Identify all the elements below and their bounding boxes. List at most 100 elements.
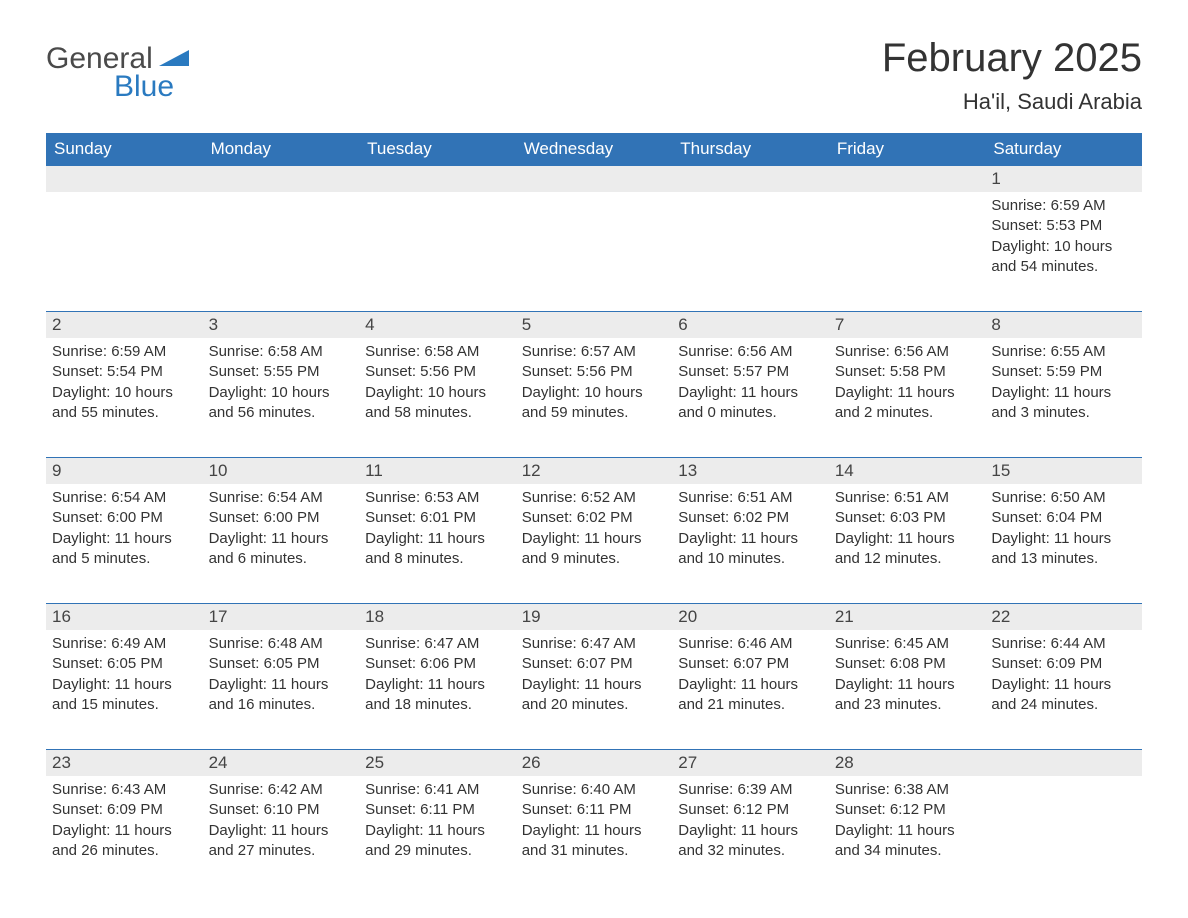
calendar-week-row: 23Sunrise: 6:43 AMSunset: 6:09 PMDayligh…: [46, 749, 1142, 877]
calendar-day-cell: 16Sunrise: 6:49 AMSunset: 6:05 PMDayligh…: [46, 603, 203, 731]
day-details: Sunrise: 6:57 AMSunset: 5:56 PMDaylight:…: [516, 338, 673, 433]
day-details: Sunrise: 6:58 AMSunset: 5:56 PMDaylight:…: [359, 338, 516, 433]
calendar-day-cell: [359, 165, 516, 293]
month-title: February 2025: [882, 36, 1142, 81]
day-number: 14: [829, 457, 986, 484]
day-details: Sunrise: 6:50 AMSunset: 6:04 PMDaylight:…: [985, 484, 1142, 579]
daylight-text: Daylight: 11 hours and 12 minutes.: [835, 529, 980, 570]
day-number: 4: [359, 311, 516, 338]
calendar-day-cell: 21 Sunrise: 6:45 AMSunset: 6:08 PMDayligh…: [829, 603, 986, 731]
sunrise-text: Sunrise: 6:59 AM: [991, 196, 1136, 216]
sunrise-text: Sunrise: 6:42 AM: [209, 780, 354, 800]
daylight-text: Daylight: 11 hours and 3 minutes.: [991, 383, 1136, 424]
sunset-text: Sunset: 5:53 PM: [991, 216, 1136, 236]
calendar-day-cell: 12Sunrise: 6:52 AMSunset: 6:02 PMDayligh…: [516, 457, 673, 585]
calendar-day-cell: 2Sunrise: 6:59 AMSunset: 5:54 PMDaylight…: [46, 311, 203, 439]
calendar-week-row: 9Sunrise: 6:54 AMSunset: 6:00 PMDaylight…: [46, 457, 1142, 585]
week-spacer: [46, 293, 1142, 311]
day-details: Sunrise: 6:59 AMSunset: 5:53 PMDaylight:…: [985, 192, 1142, 287]
sunrise-text: Sunrise: 6:59 AM: [52, 342, 197, 362]
day-details: Sunrise: 6:47 AMSunset: 6:06 PMDaylight:…: [359, 630, 516, 725]
sunset-text: Sunset: 6:11 PM: [365, 800, 510, 820]
sunrise-text: Sunrise: 6:43 AM: [52, 780, 197, 800]
day-number: 15: [985, 457, 1142, 484]
calendar-day-cell: [672, 165, 829, 293]
sunset-text: Sunset: 6:01 PM: [365, 508, 510, 528]
sunset-text: Sunset: 5:57 PM: [678, 362, 823, 382]
sunrise-text: Sunrise: 6:40 AM: [522, 780, 667, 800]
sunset-text: Sunset: 6:00 PM: [209, 508, 354, 528]
day-number: 13: [672, 457, 829, 484]
sunset-text: Sunset: 6:00 PM: [52, 508, 197, 528]
calendar-day-cell: 5Sunrise: 6:57 AMSunset: 5:56 PMDaylight…: [516, 311, 673, 439]
weekday-header: Thursday: [672, 133, 829, 165]
sunset-text: Sunset: 6:08 PM: [835, 654, 980, 674]
calendar-day-cell: [985, 749, 1142, 877]
day-number: [672, 165, 829, 192]
sunrise-text: Sunrise: 6:48 AM: [209, 634, 354, 654]
day-number: 11: [359, 457, 516, 484]
calendar-day-cell: [516, 165, 673, 293]
day-details: Sunrise: 6:42 AMSunset: 6:10 PMDaylight:…: [203, 776, 360, 871]
calendar-day-cell: [46, 165, 203, 293]
calendar-day-cell: 9Sunrise: 6:54 AMSunset: 6:00 PMDaylight…: [46, 457, 203, 585]
daylight-text: Daylight: 11 hours and 16 minutes.: [209, 675, 354, 716]
daylight-text: Daylight: 11 hours and 23 minutes.: [835, 675, 980, 716]
day-details: Sunrise: 6:39 AMSunset: 6:12 PMDaylight:…: [672, 776, 829, 871]
week-spacer: [46, 731, 1142, 749]
daylight-text: Daylight: 11 hours and 2 minutes.: [835, 383, 980, 424]
sunrise-text: Sunrise: 6:56 AM: [835, 342, 980, 362]
daylight-text: Daylight: 11 hours and 32 minutes.: [678, 821, 823, 862]
day-number: 19: [516, 603, 673, 630]
sunrise-text: Sunrise: 6:57 AM: [522, 342, 667, 362]
day-details: Sunrise: 6:44 AMSunset: 6:09 PMDaylight:…: [985, 630, 1142, 725]
sunset-text: Sunset: 6:07 PM: [522, 654, 667, 674]
sunset-text: Sunset: 6:10 PM: [209, 800, 354, 820]
weekday-header: Monday: [203, 133, 360, 165]
logo: General Blue: [46, 42, 189, 104]
sunrise-text: Sunrise: 6:54 AM: [209, 488, 354, 508]
daylight-text: Daylight: 11 hours and 0 minutes.: [678, 383, 823, 424]
day-number: 21: [829, 603, 986, 630]
day-number: 3: [203, 311, 360, 338]
calendar-day-cell: 20Sunrise: 6:46 AMSunset: 6:07 PMDayligh…: [672, 603, 829, 731]
calendar-table: SundayMondayTuesdayWednesdayThursdayFrid…: [46, 133, 1142, 877]
sunrise-text: Sunrise: 6:58 AM: [365, 342, 510, 362]
calendar-week-row: 16Sunrise: 6:49 AMSunset: 6:05 PMDayligh…: [46, 603, 1142, 731]
sunset-text: Sunset: 5:55 PM: [209, 362, 354, 382]
day-number: 26: [516, 749, 673, 776]
daylight-text: Daylight: 11 hours and 6 minutes.: [209, 529, 354, 570]
day-number: 27: [672, 749, 829, 776]
sunset-text: Sunset: 6:02 PM: [678, 508, 823, 528]
daylight-text: Daylight: 11 hours and 24 minutes.: [991, 675, 1136, 716]
day-number: 7: [829, 311, 986, 338]
day-number: 18: [359, 603, 516, 630]
day-number: [46, 165, 203, 192]
daylight-text: Daylight: 10 hours and 58 minutes.: [365, 383, 510, 424]
day-details: Sunrise: 6:55 AMSunset: 5:59 PMDaylight:…: [985, 338, 1142, 433]
day-details: Sunrise: 6:41 AMSunset: 6:11 PMDaylight:…: [359, 776, 516, 871]
sunset-text: Sunset: 6:03 PM: [835, 508, 980, 528]
calendar-day-cell: 10Sunrise: 6:54 AMSunset: 6:00 PMDayligh…: [203, 457, 360, 585]
calendar-day-cell: 25Sunrise: 6:41 AMSunset: 6:11 PMDayligh…: [359, 749, 516, 877]
sunrise-text: Sunrise: 6:56 AM: [678, 342, 823, 362]
day-number: 23: [46, 749, 203, 776]
calendar-day-cell: 22Sunrise: 6:44 AMSunset: 6:09 PMDayligh…: [985, 603, 1142, 731]
sunset-text: Sunset: 6:12 PM: [835, 800, 980, 820]
day-details: Sunrise: 6:53 AMSunset: 6:01 PMDaylight:…: [359, 484, 516, 579]
sunrise-text: Sunrise: 6:51 AM: [835, 488, 980, 508]
sunrise-text: Sunrise: 6:38 AM: [835, 780, 980, 800]
sunrise-text: Sunrise: 6:45 AM: [835, 634, 980, 654]
day-number: [203, 165, 360, 192]
sunset-text: Sunset: 6:02 PM: [522, 508, 667, 528]
calendar-day-cell: 27Sunrise: 6:39 AMSunset: 6:12 PMDayligh…: [672, 749, 829, 877]
sunset-text: Sunset: 6:11 PM: [522, 800, 667, 820]
sunrise-text: Sunrise: 6:47 AM: [365, 634, 510, 654]
day-number: 17: [203, 603, 360, 630]
sunset-text: Sunset: 6:09 PM: [52, 800, 197, 820]
daylight-text: Daylight: 11 hours and 26 minutes.: [52, 821, 197, 862]
sunset-text: Sunset: 6:05 PM: [52, 654, 197, 674]
calendar-day-cell: 28Sunrise: 6:38 AMSunset: 6:12 PMDayligh…: [829, 749, 986, 877]
day-number: 2: [46, 311, 203, 338]
day-details: Sunrise: 6:56 AMSunset: 5:57 PMDaylight:…: [672, 338, 829, 433]
